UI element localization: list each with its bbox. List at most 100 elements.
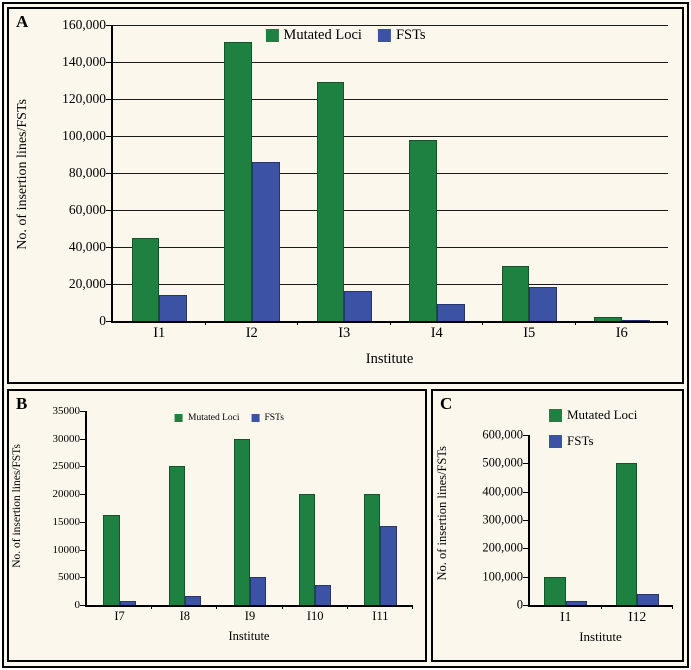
x-tick-mark bbox=[297, 321, 298, 325]
x-axis-title: Institute bbox=[228, 629, 270, 643]
bar-mutated-loci-i7 bbox=[103, 515, 120, 605]
bar-fsts-i6 bbox=[621, 320, 650, 321]
legend-swatch-icon bbox=[549, 434, 562, 448]
y-tick-mark bbox=[106, 62, 113, 63]
legend-item: Mutated Loci bbox=[549, 407, 637, 423]
y-tick-mark bbox=[106, 247, 113, 248]
plot-area: 0 20,000 40,000 60,000 80,000 100,000 120,000 1… bbox=[62, 17, 668, 341]
y-tick-mark bbox=[523, 576, 530, 578]
bar-fsts-i4 bbox=[436, 304, 465, 321]
y-axis-title: No. of insertion lines/FSTs bbox=[435, 415, 450, 611]
legend-item: Mutated Loci bbox=[265, 27, 362, 44]
x-tick-label: I1 bbox=[560, 609, 572, 624]
legend: Mutated Loci FSTs bbox=[265, 27, 426, 44]
y-tick-mark bbox=[80, 466, 87, 468]
x-tick-label: I10 bbox=[306, 609, 324, 623]
y-tick-label: 0 bbox=[74, 599, 81, 611]
legend-swatch-icon bbox=[251, 414, 260, 422]
bar-fsts-i5 bbox=[529, 286, 557, 321]
y-tick-mark bbox=[106, 210, 113, 211]
legend-swatch-icon bbox=[265, 29, 279, 42]
y-tick-mark bbox=[80, 605, 87, 606]
y-tick-mark bbox=[106, 284, 113, 285]
x-tick-mark bbox=[216, 605, 218, 609]
bar-fsts-i11 bbox=[380, 525, 397, 605]
bar-mutated-loci-i9 bbox=[233, 438, 250, 605]
gridline bbox=[113, 210, 668, 211]
x-tick-mark bbox=[389, 321, 391, 325]
legend-label: Mutated Loci bbox=[188, 413, 240, 423]
x-tick-mark bbox=[151, 605, 153, 609]
plot-area: 0 100,000 200,000 300,000 400,000 500,000 600,… bbox=[482, 428, 673, 624]
x-tick-label: I5 bbox=[523, 325, 536, 341]
chart-panel-b: B No. of insertion lines/FSTs 0 5000 10000… bbox=[7, 389, 427, 662]
gridline bbox=[113, 136, 668, 137]
bar-mutated-loci-i2 bbox=[224, 41, 252, 321]
legend-item: FSTs bbox=[549, 433, 594, 449]
legend-label: FSTs bbox=[264, 413, 284, 423]
x-tick-mark bbox=[346, 605, 348, 609]
bar-mutated-loci-i10 bbox=[298, 494, 316, 605]
x-tick-label: I6 bbox=[615, 325, 628, 341]
y-tick-label: 30000 bbox=[52, 432, 81, 445]
y-tick-mark bbox=[523, 605, 530, 606]
y-tick-mark bbox=[523, 548, 530, 550]
x-tick-label: I1 bbox=[153, 325, 166, 341]
legend: Mutated Loci FSTs bbox=[549, 407, 637, 449]
x-tick-label: I4 bbox=[430, 325, 443, 341]
bar-mutated-loci-i1 bbox=[544, 576, 566, 605]
x-axis-title: Institute bbox=[365, 351, 414, 367]
y-tick-label: 20000 bbox=[52, 488, 81, 501]
y-tick-label: 20,000 bbox=[68, 276, 106, 291]
x-tick-mark bbox=[600, 605, 602, 609]
y-tick-mark bbox=[80, 411, 87, 412]
y-tick-label: 600,000 bbox=[482, 427, 523, 442]
bar-fsts-i9 bbox=[250, 577, 267, 605]
y-axis-title-text: No. of insertion lines/FSTs bbox=[11, 444, 23, 568]
x-tick-mark bbox=[412, 605, 413, 609]
y-tick-mark bbox=[106, 321, 113, 322]
bar-mutated-loci-i11 bbox=[364, 493, 381, 605]
legend-swatch-icon bbox=[549, 408, 562, 422]
y-tick-label: 500,000 bbox=[482, 455, 523, 470]
y-tick-label: 140,000 bbox=[62, 54, 106, 69]
y-axis-title: No. of insertion lines/FSTs bbox=[11, 405, 23, 607]
y-tick-label: 300,000 bbox=[482, 512, 523, 527]
legend: Mutated Loci FSTs bbox=[175, 413, 284, 423]
x-tick-label: I3 bbox=[338, 325, 351, 341]
y-tick-mark bbox=[523, 463, 530, 465]
x-tick-mark bbox=[667, 321, 668, 325]
legend-item: FSTs bbox=[251, 413, 284, 423]
x-tick-label: I11 bbox=[372, 609, 389, 623]
y-tick-mark bbox=[523, 491, 530, 493]
y-tick-label: 400,000 bbox=[482, 484, 523, 499]
y-tick-label: 160,000 bbox=[62, 17, 106, 32]
bar-fsts-i10 bbox=[315, 585, 332, 605]
y-tick-mark bbox=[80, 549, 87, 551]
chart-panel-c: C No. of insertion lines/FSTs 0 100,000 20… bbox=[431, 389, 684, 662]
y-tick-label: 35000 bbox=[52, 405, 81, 417]
bar-fsts-i2 bbox=[251, 161, 280, 321]
legend-swatch-icon bbox=[175, 414, 184, 422]
x-tick-label: I2 bbox=[245, 325, 258, 341]
legend-label: Mutated Loci bbox=[567, 407, 638, 422]
gridline bbox=[113, 25, 668, 26]
legend-item: Mutated Loci bbox=[175, 413, 239, 423]
legend-swatch-icon bbox=[377, 29, 391, 42]
y-tick-label: 5000 bbox=[58, 571, 80, 584]
x-tick-label: I9 bbox=[244, 609, 256, 623]
x-tick-label: I8 bbox=[179, 609, 191, 623]
legend-label: FSTs bbox=[395, 27, 426, 43]
y-tick-mark bbox=[80, 494, 87, 496]
y-axis-title-text: No. of insertion lines/FSTs bbox=[15, 98, 30, 250]
y-tick-mark bbox=[106, 25, 113, 26]
bar-fsts-i8 bbox=[184, 596, 202, 605]
y-axis-title: No. of insertion lines/FSTs bbox=[15, 25, 31, 323]
y-tick-label: 10000 bbox=[52, 543, 81, 556]
bar-mutated-loci-i6 bbox=[594, 317, 622, 321]
gridline bbox=[113, 62, 668, 63]
x-tick-label: I12 bbox=[628, 609, 647, 624]
y-tick-mark bbox=[106, 173, 113, 174]
bar-mutated-loci-i8 bbox=[168, 466, 185, 605]
